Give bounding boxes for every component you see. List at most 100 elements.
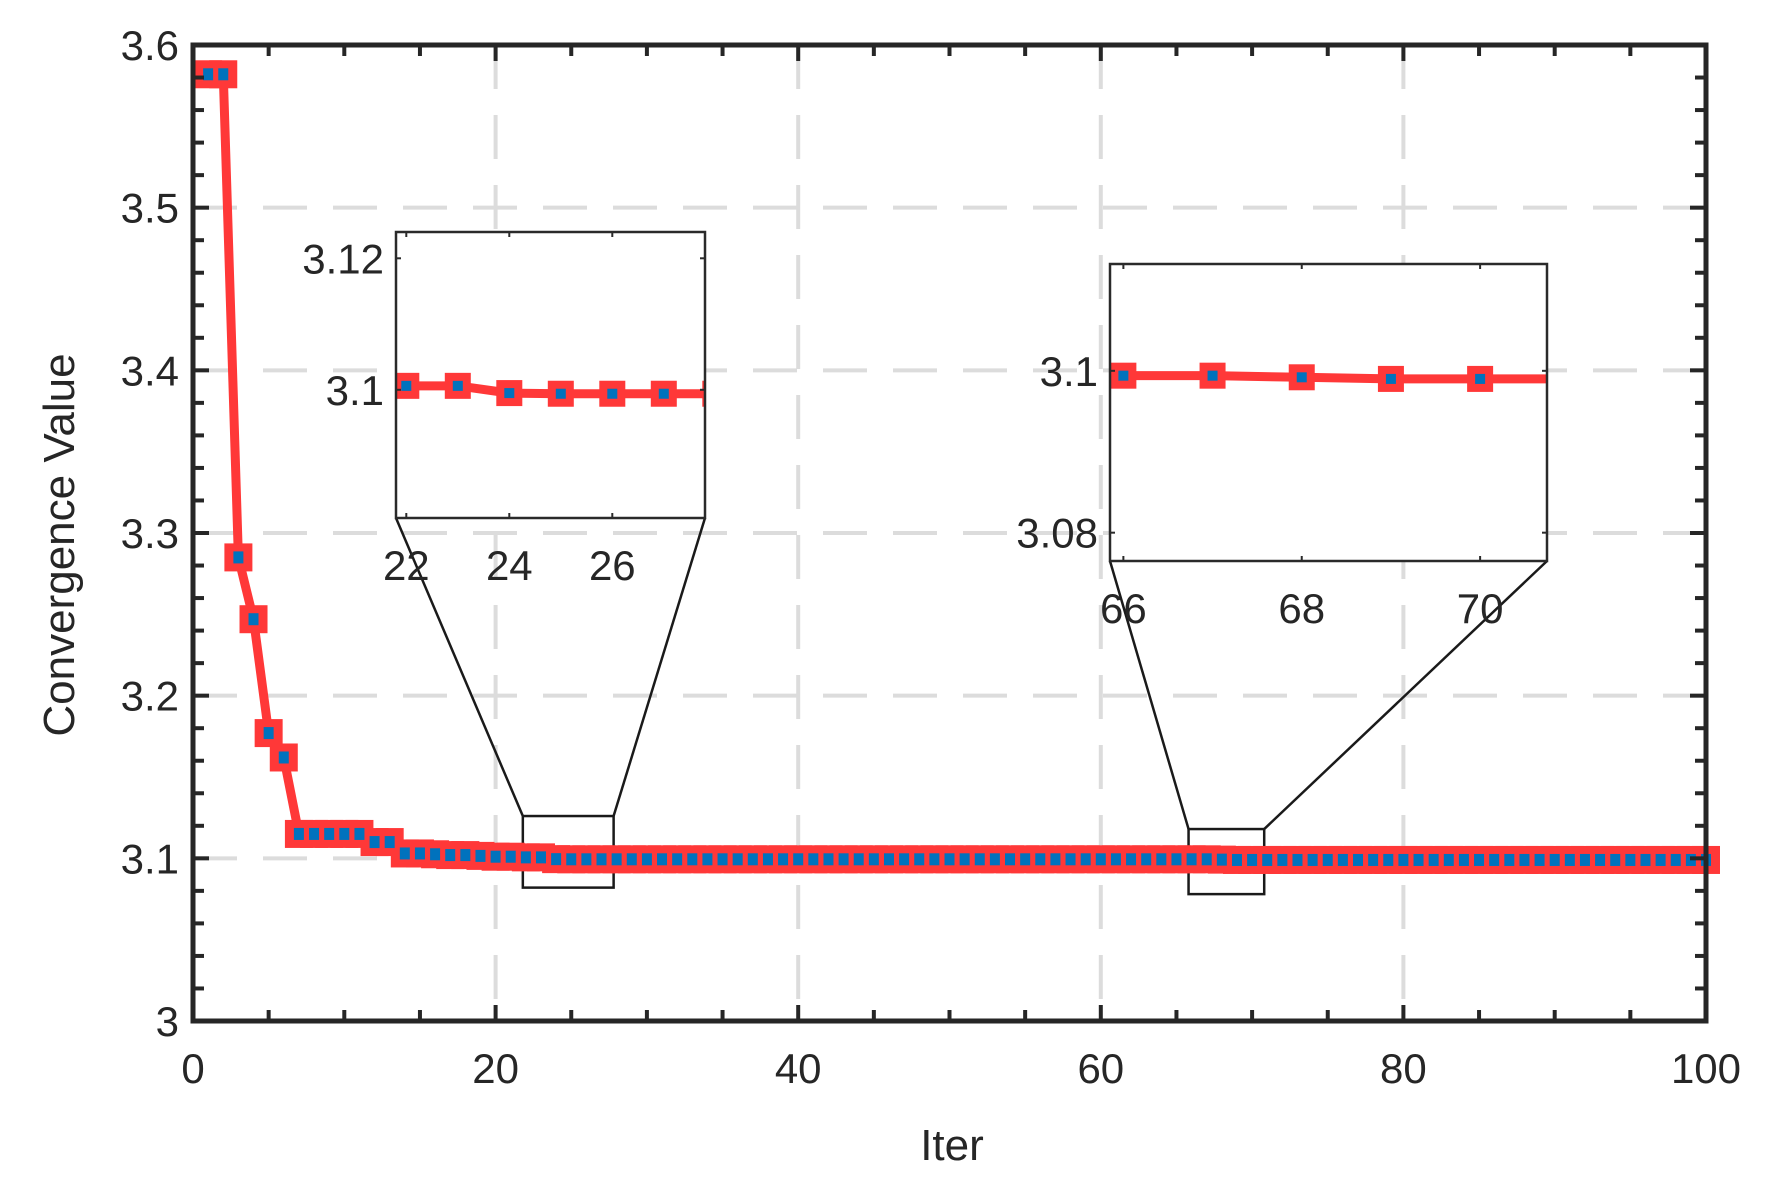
data-point-marker-inner — [1156, 853, 1167, 866]
data-point-marker-inner — [944, 853, 955, 866]
data-point-marker-inner — [1504, 853, 1515, 866]
data-point-marker-inner — [823, 853, 834, 866]
x-tick-label: 40 — [775, 1045, 822, 1092]
data-point-marker-inner — [369, 836, 380, 849]
inset-y-tick-label: 3.12 — [302, 235, 384, 282]
data-point-marker-inner — [1489, 853, 1500, 866]
data-point-marker-inner — [611, 853, 622, 866]
inset-data-point-marker-inner — [658, 388, 669, 399]
data-point-marker-inner — [520, 851, 531, 864]
data-point-marker-inner — [1337, 853, 1348, 866]
data-point-marker-inner — [974, 853, 985, 866]
data-point-marker-inner — [1171, 853, 1182, 866]
inset-background — [396, 232, 705, 518]
main-axes — [190, 42, 1709, 1024]
data-point-marker-inner — [1095, 853, 1106, 866]
data-point-marker-inner — [263, 727, 274, 740]
inset-background — [1110, 264, 1547, 561]
data-point-marker-inner — [248, 613, 259, 626]
data-point-marker-inner — [1564, 853, 1575, 866]
data-point-marker-inner — [883, 853, 894, 866]
data-point-marker-inner — [657, 853, 668, 866]
data-point-marker-inner — [1353, 853, 1364, 866]
data-point-marker-inner — [1292, 853, 1303, 866]
data-point-marker-inner — [672, 853, 683, 866]
inset-y-tick-label: 3.1 — [1040, 348, 1098, 395]
inset-data-point-marker-inner — [401, 380, 412, 391]
data-point-marker-inner — [1579, 853, 1590, 866]
y-tick-label: 3.5 — [121, 185, 179, 232]
x-tick-label: 60 — [1077, 1045, 1124, 1092]
data-point-marker-inner — [203, 68, 214, 81]
inset-data-point-marker-inner — [1475, 373, 1486, 384]
data-point-marker-inner — [354, 827, 365, 840]
inset-data-point-marker-inner — [1296, 372, 1307, 383]
data-point-marker-inner — [717, 853, 728, 866]
x-tick-label: 20 — [472, 1045, 519, 1092]
data-point-marker-inner — [1307, 853, 1318, 866]
data-point-marker-inner — [1519, 853, 1530, 866]
data-point-marker-inner — [1443, 853, 1454, 866]
data-point-marker-inner — [430, 848, 441, 861]
data-point-marker-inner — [626, 853, 637, 866]
data-point-marker-inner — [1625, 853, 1636, 866]
y-tick-label: 3.6 — [121, 22, 179, 69]
zoom-inset-22-27: 22 24 26 3.1 3.12 — [302, 230, 707, 589]
data-point-marker-inner — [1670, 853, 1681, 866]
inset-x-tick-label: 24 — [486, 542, 533, 589]
data-point-marker-inner — [702, 853, 713, 866]
data-point-marker-inner — [793, 853, 804, 866]
data-point-marker-inner — [596, 853, 607, 866]
inset-x-tick-label: 22 — [383, 542, 430, 589]
data-point-marker-inner — [551, 853, 562, 866]
inset-x-tick-label: 26 — [589, 542, 636, 589]
data-point-marker-inner — [989, 853, 1000, 866]
data-point-marker-inner — [384, 836, 395, 849]
data-point-marker-inner — [581, 853, 592, 866]
data-point-marker-inner — [1186, 853, 1197, 866]
data-point-marker-inner — [535, 851, 546, 864]
data-point-marker-inner — [490, 850, 501, 863]
inset-data-point-marker-inner — [1118, 370, 1129, 381]
inset-data-point-marker-inner — [1385, 373, 1396, 384]
data-point-marker-inner — [1277, 853, 1288, 866]
inset-data-point-marker-inner — [1207, 370, 1218, 381]
data-point-marker-inner — [1262, 853, 1273, 866]
inset-data-point-marker-inner — [607, 388, 618, 399]
data-point-marker-inner — [687, 853, 698, 866]
data-point-marker-inner — [1035, 853, 1046, 866]
data-point-marker-inner — [339, 827, 350, 840]
data-point-marker-inner — [1231, 853, 1242, 866]
data-point-marker-inner — [1216, 853, 1227, 866]
data-point-marker-inner — [1595, 853, 1606, 866]
data-point-marker-inner — [399, 847, 410, 860]
zoom-connector-right — [1263, 560, 1548, 830]
x-tick-label: 0 — [181, 1045, 204, 1092]
data-point-marker-inner — [899, 853, 910, 866]
data-point-marker-inner — [566, 853, 577, 866]
data-point-marker-inner — [1398, 853, 1409, 866]
data-point-marker-inner — [1050, 853, 1061, 866]
data-point-marker-inner — [1322, 853, 1333, 866]
inset-y-tick-label: 3.1 — [326, 367, 384, 414]
data-point-marker-inner — [1005, 853, 1016, 866]
zoom-connector-right — [612, 517, 707, 817]
data-point-marker-inner — [1020, 853, 1031, 866]
y-tick-label: 3.4 — [121, 347, 179, 394]
data-point-marker-inner — [324, 827, 335, 840]
inset-series — [1110, 362, 1547, 392]
data-point-marker-inner — [641, 853, 652, 866]
inset-data-point-marker-inner — [555, 388, 566, 399]
zoom-connector-left — [394, 517, 524, 817]
data-point-marker-inner — [929, 853, 940, 866]
inset-x-tick-label: 68 — [1278, 585, 1325, 632]
data-point-marker-inner — [1413, 853, 1424, 866]
data-point-marker-inner — [914, 853, 925, 866]
data-point-marker-inner — [445, 849, 456, 862]
data-point-marker-inner — [1247, 853, 1258, 866]
main-series-line — [194, 60, 1720, 874]
x-axis-label: Iter — [920, 1121, 984, 1170]
data-point-marker-inner — [1065, 853, 1076, 866]
